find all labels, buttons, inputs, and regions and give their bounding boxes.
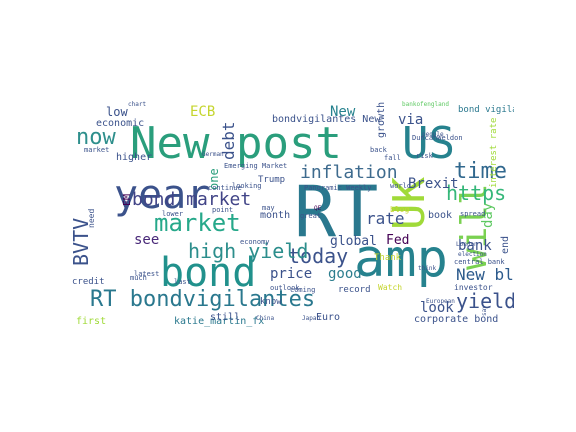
word-credit: credit bbox=[72, 277, 105, 287]
word-look: look bbox=[420, 300, 454, 316]
word-month: month bbox=[260, 210, 290, 221]
word-market: market bbox=[84, 146, 109, 154]
word-bankofengland: bankofengland bbox=[402, 101, 449, 108]
word-uk: UK bbox=[384, 177, 435, 230]
word-still: still bbox=[210, 312, 240, 323]
word-duncanweldon: DuncanWeldon bbox=[412, 134, 463, 142]
word-see: see bbox=[134, 232, 159, 248]
word-brexit: Brexit bbox=[408, 176, 459, 192]
word-one: one bbox=[207, 168, 221, 190]
word-may: may bbox=[262, 204, 275, 212]
word-katie-martin-fx: katie_martin_fx bbox=[174, 316, 264, 327]
word-risk: risk bbox=[416, 152, 434, 160]
word-will: will bbox=[454, 183, 495, 270]
word-chart: chart bbox=[128, 101, 146, 108]
word-ecb: ECB bbox=[190, 104, 215, 120]
word-fall: fall bbox=[384, 154, 401, 162]
word-market: market bbox=[154, 209, 241, 237]
word-qe: QE bbox=[314, 205, 322, 212]
word-interest-rate: interest rate bbox=[489, 118, 499, 188]
word-inflation: inflation bbox=[300, 162, 398, 183]
word-london: London bbox=[456, 241, 478, 248]
word-lower: lower bbox=[162, 210, 183, 218]
word-thank: Thank bbox=[374, 253, 402, 263]
word-book: book bbox=[428, 210, 452, 221]
word-euro: Euro bbox=[316, 312, 340, 323]
word-latest: latest bbox=[134, 270, 159, 278]
word-think: think bbox=[418, 265, 436, 272]
word-growth: growth bbox=[376, 102, 387, 138]
word-election: election bbox=[458, 251, 487, 258]
word-bond-vigilantes: bond vigilantes bbox=[458, 105, 514, 115]
word-global: global bbox=[330, 234, 377, 249]
word-yield: yield bbox=[456, 289, 514, 313]
word-amp: amp bbox=[354, 229, 448, 289]
word-corporate-bond: corporate bond bbox=[414, 314, 498, 325]
word-cloud: New post US RT amp bond year UK market RT bondvi… bbox=[72, 98, 514, 330]
word-emerging-market: Emerging Market bbox=[224, 162, 287, 170]
word-good: good bbox=[328, 266, 362, 282]
word-central-bank: central bank bbox=[454, 258, 505, 266]
word-coming: coming bbox=[290, 286, 315, 294]
word-now: now bbox=[76, 125, 116, 150]
word-japan: Japan bbox=[302, 315, 320, 322]
word-european: European bbox=[426, 298, 455, 305]
word-rt: RT bbox=[294, 171, 378, 253]
word-day: day bbox=[480, 203, 496, 228]
word-low: low bbox=[106, 105, 128, 119]
word-people: people bbox=[422, 131, 444, 138]
word-trump: Trump bbox=[258, 175, 285, 185]
word-much: much bbox=[130, 274, 147, 282]
word-https: https bbox=[446, 181, 506, 205]
word-continue: continue bbox=[208, 184, 242, 192]
word-new: New bbox=[330, 104, 356, 120]
word-rate: rate bbox=[366, 209, 405, 228]
word-know: know bbox=[260, 297, 282, 307]
word-panoramic-weekly: Panoramic Weekly bbox=[304, 184, 371, 192]
word-first: first bbox=[76, 316, 106, 327]
word-economy: economy bbox=[240, 238, 270, 246]
word-higher: higher bbox=[116, 152, 152, 163]
word-new-blog: New blog bbox=[456, 265, 514, 284]
word-time: time bbox=[454, 159, 507, 184]
word-economic: economic bbox=[96, 118, 144, 129]
word-german: German bbox=[202, 151, 224, 158]
word-us: US bbox=[402, 118, 455, 169]
word-price: price bbox=[270, 266, 312, 282]
word-today: today bbox=[288, 244, 348, 268]
word-year: year bbox=[114, 172, 210, 218]
word-say: say bbox=[481, 305, 488, 316]
word-bank: bank bbox=[458, 238, 492, 254]
word-world: world bbox=[390, 182, 411, 190]
word-bond: bond bbox=[160, 250, 256, 296]
word-bondvigilantes-new: bondvigilantes New bbox=[272, 114, 381, 125]
word-spread: spread bbox=[460, 210, 485, 218]
word-outlook: outlook bbox=[270, 284, 300, 292]
word-new-post: New post bbox=[130, 118, 342, 169]
word-via: via bbox=[398, 112, 423, 128]
word-record: record bbox=[338, 285, 371, 295]
word-blog: blog bbox=[390, 205, 409, 214]
word-china: China bbox=[256, 315, 274, 322]
word-end: end bbox=[500, 236, 511, 254]
word-looking: looking bbox=[232, 182, 262, 190]
word-high-yield: high yield bbox=[188, 239, 308, 263]
word-bvtv: BVTV bbox=[72, 218, 93, 266]
word-point: point bbox=[212, 206, 233, 214]
word-fed: Fed bbox=[386, 233, 409, 248]
word-need: need bbox=[87, 209, 96, 228]
word-last: last bbox=[174, 278, 191, 286]
word-back: back bbox=[370, 146, 388, 154]
word-watch: Watch bbox=[378, 283, 402, 292]
word-bond-market: bond market bbox=[132, 189, 251, 210]
word-debt: debt bbox=[219, 121, 238, 160]
word-investor: investor bbox=[454, 283, 493, 292]
word-rt-bondvigilantes: RT bondvigilantes bbox=[90, 287, 315, 312]
word-great: great bbox=[300, 212, 321, 220]
word-em: EM bbox=[122, 194, 133, 206]
